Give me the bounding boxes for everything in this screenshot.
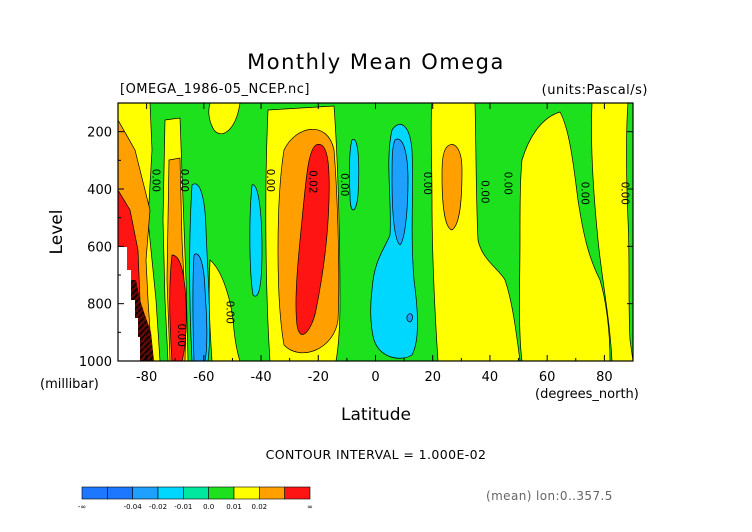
yellow-lobe-south-lower xyxy=(208,259,241,361)
contour-value-label: 0.00 xyxy=(619,182,631,205)
plot-area: 0.00 0.00 0.00 0.02 0.00 0.00 0.00 0.00 0.00 0.00… xyxy=(117,102,634,362)
yellow-blob-south xyxy=(208,103,241,135)
contour-value-label: 0.02 xyxy=(307,170,319,193)
red-core-minus22 xyxy=(295,144,330,335)
contour-value-label: 0.00 xyxy=(264,169,276,192)
contour-value-label: 0.00 xyxy=(149,169,161,192)
contour-value-label: 0.00 xyxy=(421,172,433,195)
contour-value-label: 0.00 xyxy=(579,182,591,205)
contour-value-label: 0.00 xyxy=(224,301,236,324)
missing-data-mask xyxy=(118,247,140,361)
footer-text: (mean) lon:0..357.5 xyxy=(486,489,613,503)
y-tick-label: 600 xyxy=(87,240,112,255)
colorbar-label: -0.04 xyxy=(124,503,143,511)
contour-labels: 0.00 0.00 0.00 0.02 0.00 0.00 0.00 0.00 0.00 0.00… xyxy=(149,169,630,347)
hatched-strong-values xyxy=(131,280,154,361)
x-tick-label: -20 xyxy=(308,370,329,385)
x-tick-label: 60 xyxy=(539,370,556,385)
blue-core-south xyxy=(192,253,208,361)
y-axis-label: Level xyxy=(47,210,67,255)
colorbar-swatch xyxy=(157,486,184,500)
y-tick-label: 800 xyxy=(87,298,112,313)
yellow-band-nh60 xyxy=(519,111,611,361)
contour-value-label: 0.00 xyxy=(178,169,190,192)
x-tick-label: 20 xyxy=(424,370,441,385)
orange-blob-nh xyxy=(441,144,463,231)
x-axis-units: (degrees_north) xyxy=(535,387,639,402)
colorbar-swatch xyxy=(183,486,209,500)
x-tick-label: 0 xyxy=(371,370,379,385)
axes: -80 -60 -40 -20 0 20 40 60 80 200 400 600 800 1000 xyxy=(79,102,634,385)
blue-core-equator xyxy=(391,138,409,246)
x-tick-label: 40 xyxy=(482,370,499,385)
y-axis-units: (millibar) xyxy=(40,377,99,392)
contour-value-label: 0.00 xyxy=(175,324,187,347)
chart-title: Monthly Mean Omega xyxy=(247,50,505,74)
file-label: [OMEGA_1986-05_NCEP.nc] xyxy=(120,82,310,97)
contour-interval-text: CONTOUR INTERVAL = 1.000E-02 xyxy=(266,447,487,462)
red-core-sh-midlat xyxy=(169,254,187,361)
colorbar: -∞ -0.04 -0.02 -0.01 0.0 0.01 0.02 ∞ xyxy=(78,486,313,511)
x-tick-label: -80 xyxy=(136,370,157,385)
y-tick-label: 1000 xyxy=(79,355,112,370)
colorbar-label: 0.0 xyxy=(203,503,214,511)
cyan-strip-minus40 xyxy=(249,184,263,297)
x-tick-label: -60 xyxy=(193,370,214,385)
colorbar-label: 0.01 xyxy=(226,503,242,511)
yellow-band-nh-polar xyxy=(591,103,633,361)
colorbar-swatch xyxy=(233,486,260,500)
y-tick-label: 200 xyxy=(87,126,112,141)
x-axis-label: Latitude xyxy=(341,405,411,425)
colorbar-swatch xyxy=(132,486,159,500)
contour-value-label: 0.00 xyxy=(338,173,350,196)
y-tick-label: 400 xyxy=(87,183,112,198)
colorbar-label: -∞ xyxy=(78,503,86,511)
colorbar-swatch xyxy=(208,486,235,500)
x-tick-label: 80 xyxy=(596,370,613,385)
colorbar-label: 0.02 xyxy=(252,503,268,511)
colorbar-swatch xyxy=(107,486,133,500)
cyan-strip-minus10 xyxy=(349,139,360,211)
blue-dot-equator xyxy=(406,313,413,323)
colorbar-label: -0.01 xyxy=(174,503,192,511)
contour-value-label: 0.00 xyxy=(478,180,490,203)
x-tick-label: -40 xyxy=(250,370,271,385)
contour-field xyxy=(118,103,633,361)
contour-value-label: 0.00 xyxy=(501,172,513,195)
colorbar-label: ∞ xyxy=(307,503,313,511)
colorbar-swatch xyxy=(81,486,108,500)
units-label: (units:Pascal/s) xyxy=(542,83,648,98)
colorbar-swatch xyxy=(259,486,285,500)
colorbar-label: -0.02 xyxy=(149,503,167,511)
colorbar-swatch xyxy=(284,486,311,500)
